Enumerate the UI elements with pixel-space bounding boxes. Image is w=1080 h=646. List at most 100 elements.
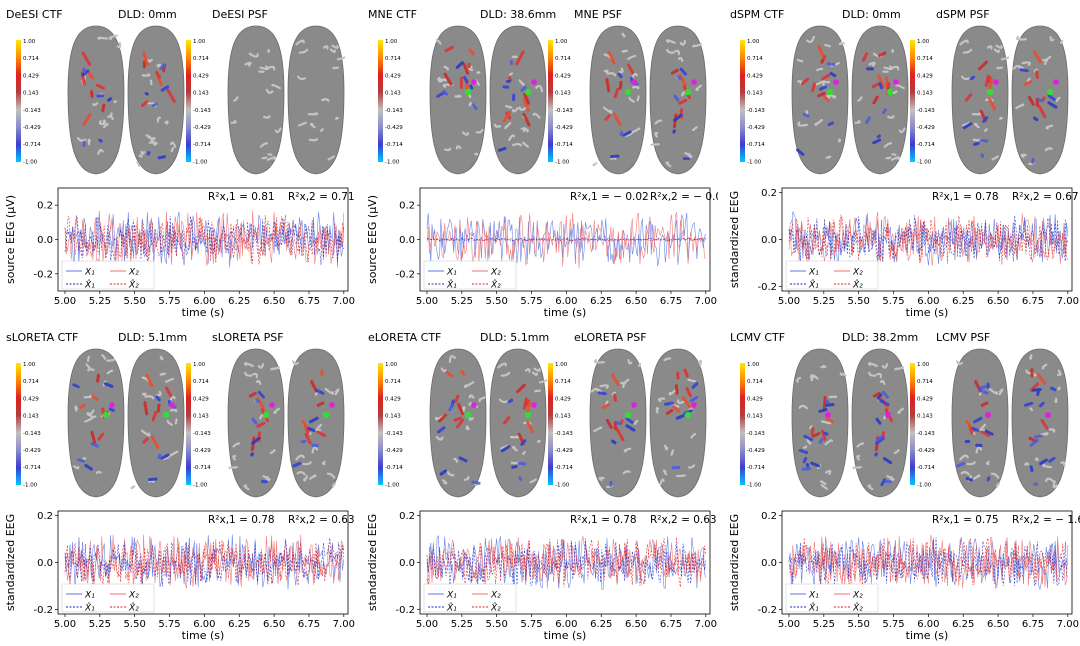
colorbar: 1.00 0.714 0.429 0.143 -0.143 -0.429 -0.714 -1.… <box>910 39 935 165</box>
x-tick-label: 6.75 <box>1022 296 1044 307</box>
x-tick-label: 7.00 <box>333 619 355 630</box>
legend-label: X₂ <box>852 591 863 601</box>
brain-hemisphere <box>287 25 346 175</box>
y-tick-label: -0.2 <box>395 605 415 616</box>
colorbar: 1.00 0.714 0.429 0.143 -0.143 -0.429 -0.714 -1.… <box>548 39 573 165</box>
x-tick-label: 6.50 <box>987 296 1009 307</box>
svg-text:R²x,2 = − 1.62: R²x,2 = − 1.62 <box>1012 514 1080 526</box>
colorbar-tick: 0.143 <box>23 414 39 420</box>
x-tick-label: 6.50 <box>625 296 647 307</box>
colorbar-tick: -0.429 <box>385 125 403 131</box>
x-axis-label: time (s) <box>182 306 225 319</box>
x-tick-label: 5.00 <box>778 296 800 307</box>
colorbar-tick: -0.714 <box>193 465 211 471</box>
x-tick-label: 5.50 <box>848 296 870 307</box>
x-tick-label: 7.00 <box>1057 619 1079 630</box>
legend: X₁ X₂ X̂₁ X̂₂ <box>785 583 879 614</box>
legend-label: X̂₁ <box>446 602 457 614</box>
x-axis-label: time (s) <box>544 306 587 319</box>
colorbar-tick: -0.143 <box>917 108 935 114</box>
trace-2 <box>64 214 344 266</box>
colorbar-tick: -0.143 <box>747 431 765 437</box>
colorbar-tick: 0.429 <box>555 396 571 402</box>
x-tick-label: 5.00 <box>416 619 438 630</box>
trace-3 <box>788 215 1069 265</box>
colorbar-tick: 0.429 <box>193 396 209 402</box>
y-tick-label: -0.2 <box>757 605 777 616</box>
colorbar-tick: 1.00 <box>747 362 760 368</box>
y-axis-label: standardized EEG <box>366 514 379 611</box>
trace-1 <box>64 534 345 589</box>
trace-3 <box>426 537 707 588</box>
header-psf: DeESI PSF <box>212 8 268 21</box>
brain-maps: 1.00 0.714 0.429 0.143 -0.143 -0.429 -0.714 -1.… <box>740 348 1069 498</box>
trace-2 <box>64 537 345 587</box>
x-tick-label: 5.25 <box>89 619 111 630</box>
colorbar-tick: 1.00 <box>555 39 568 45</box>
colorbar-tick: -0.143 <box>555 108 573 114</box>
legend-label: X̂₂ <box>128 279 139 291</box>
x-tick-label: 6.25 <box>590 619 612 630</box>
r-squared-annotation: R²x,1 = 0.75 R²x,2 = − 1.62 <box>932 514 1080 526</box>
brain-hemisphere <box>127 348 185 498</box>
colorbar-tick: 1.00 <box>555 362 568 368</box>
legend-label: X₁ <box>808 591 819 601</box>
trace-3 <box>788 537 1069 587</box>
brain-hemisphere <box>127 25 185 175</box>
brain-maps: 1.00 0.714 0.429 0.143 -0.143 -0.429 -0.714 -1.… <box>16 348 345 498</box>
colorbar-tick: 1.00 <box>23 362 36 368</box>
colorbar-tick: -0.714 <box>385 465 403 471</box>
x-tick-label: 5.00 <box>54 296 76 307</box>
colorbar-tick: -0.143 <box>385 431 403 437</box>
x-tick-label: 5.75 <box>158 619 180 630</box>
header-psf: sLORETA PSF <box>212 331 284 344</box>
x-tick-label: 5.75 <box>882 619 904 630</box>
legend: X₁ X₂ X̂₁ X̂₂ <box>61 260 155 291</box>
colorbar-tick: 0.714 <box>747 379 763 385</box>
header-ctf: dSPM CTF <box>730 8 785 21</box>
x-tick-label: 6.50 <box>263 296 285 307</box>
colorbar-tick: 0.714 <box>385 56 401 62</box>
colorbar: 1.00 0.714 0.429 0.143 -0.143 -0.429 -0.714 -1.… <box>186 362 211 488</box>
y-tick-label: -0.2 <box>33 605 53 616</box>
colorbar: 1.00 0.714 0.429 0.143 -0.143 -0.429 -0.714 -1.… <box>16 362 41 488</box>
x-tick-label: 5.25 <box>813 296 835 307</box>
colorbar-tick: 0.714 <box>193 56 209 62</box>
x-axis-label: time (s) <box>182 629 225 642</box>
svg-text:R²x,2 = 0.71: R²x,2 = 0.71 <box>288 191 355 203</box>
colorbar: 1.00 0.714 0.429 0.143 -0.143 -0.429 -0.714 -1.… <box>548 362 573 488</box>
timeseries-plot: 5.00 5.25 5.50 5.75 6.00 6.25 6.50 6.75 7.00 time… <box>728 187 1079 319</box>
brain-hemisphere <box>851 348 909 498</box>
x-tick-label: 5.00 <box>54 619 76 630</box>
x-tick-label: 6.25 <box>952 619 974 630</box>
x-tick-label: 6.50 <box>263 619 285 630</box>
colorbar-tick: -0.429 <box>193 448 211 454</box>
colorbar-tick: 0.714 <box>555 56 571 62</box>
r-squared-annotation: R²x,1 = 0.78 R²x,2 = 0.63 <box>570 514 717 526</box>
colorbar-tick: 0.429 <box>747 396 763 402</box>
colorbar-tick: 0.714 <box>917 379 933 385</box>
y-axis-label: source EEG (μV) <box>4 195 17 284</box>
svg-text:R²x,2 = − 0.05: R²x,2 = − 0.05 <box>650 191 718 203</box>
header-ctf: sLORETA CTF <box>6 331 79 344</box>
colorbar-tick: -0.429 <box>385 448 403 454</box>
x-tick-label: 6.00 <box>917 296 939 307</box>
x-tick-label: 5.25 <box>89 296 111 307</box>
colorbar-tick: 0.143 <box>747 414 763 420</box>
legend-label: X₁ <box>808 268 819 278</box>
brain-hemisphere <box>67 348 125 498</box>
colorbar-tick: -0.429 <box>917 448 935 454</box>
x-tick-label: 5.50 <box>124 296 146 307</box>
colorbar-tick: 0.429 <box>555 73 571 79</box>
brain-hemisphere <box>649 25 707 175</box>
y-axis-label: standardized EEG <box>728 514 741 611</box>
panel-lcmv: LCMV CTF DLD: 38.2mm LCMV PSF 1.00 0.714 0.42… <box>724 323 1080 646</box>
colorbar-tick: 0.714 <box>747 56 763 62</box>
colorbar-tick: 0.714 <box>555 379 571 385</box>
colorbar-tick: 0.429 <box>385 73 401 79</box>
legend-label: X₂ <box>852 268 863 278</box>
colorbar-tick: -0.143 <box>23 431 41 437</box>
x-tick-label: 6.00 <box>917 619 939 630</box>
colorbar-tick: 0.143 <box>23 91 39 97</box>
x-tick-label: 5.50 <box>124 619 146 630</box>
